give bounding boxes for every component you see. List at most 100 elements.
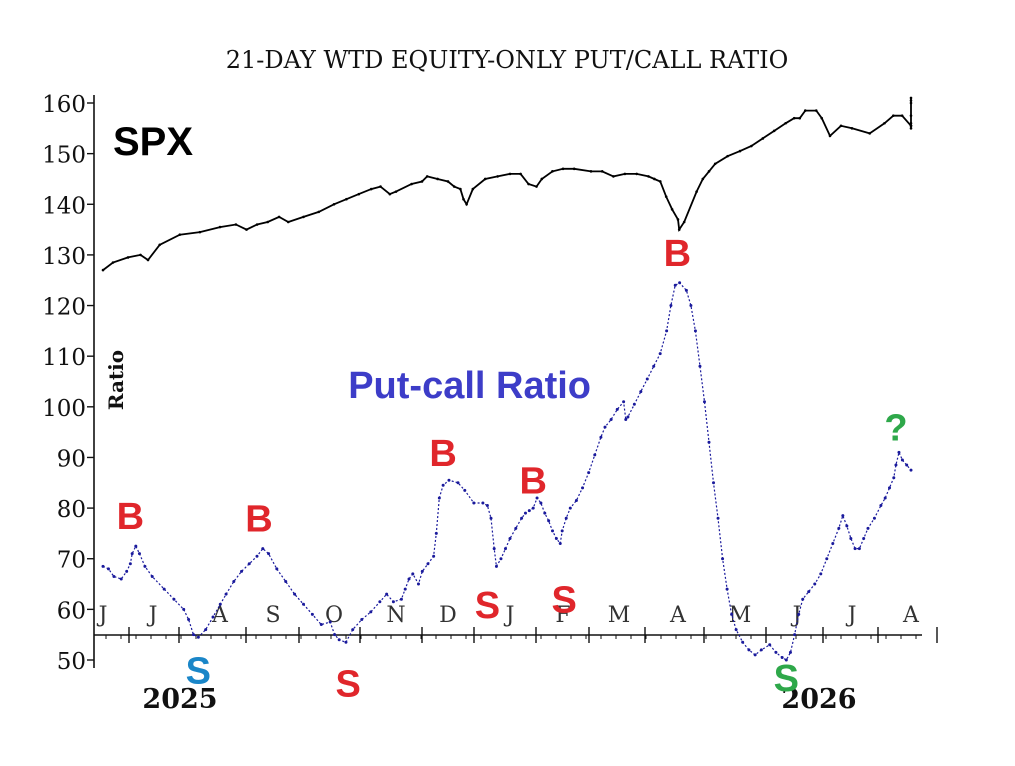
put-call-ratio-point <box>211 615 215 619</box>
put-call-ratio-point <box>481 501 485 505</box>
spx-point <box>653 177 656 181</box>
put-call-ratio-point <box>909 468 913 472</box>
put-call-ratio-point <box>378 600 382 604</box>
put-call-ratio-point <box>503 547 507 551</box>
spx-point <box>540 177 544 181</box>
y-tick-label: 110 <box>42 345 86 371</box>
put-call-ratio-point <box>797 612 801 616</box>
spx-point <box>761 137 765 140</box>
put-call-ratio-point <box>721 557 725 561</box>
put-call-ratio-point <box>879 504 883 508</box>
spx-point <box>452 185 456 188</box>
put-call-ratio-point <box>447 478 451 482</box>
spx-point <box>909 114 913 117</box>
spx-line <box>102 97 912 271</box>
spx-point <box>519 172 522 176</box>
put-call-ratio-series <box>101 281 913 662</box>
put-call-ratio-point <box>508 536 512 540</box>
put-call-ratio-point <box>463 488 467 492</box>
put-call-ratio-point <box>780 655 784 659</box>
put-call-ratio-point <box>267 552 271 556</box>
spx-point <box>900 114 904 117</box>
put-call-ratio-point <box>437 496 441 500</box>
spx-point <box>277 215 281 219</box>
spx-point <box>623 172 627 176</box>
year-label: 2026 <box>781 684 856 715</box>
spx-point <box>892 114 895 117</box>
spx-point <box>820 116 824 120</box>
y-tick-label: 130 <box>42 244 86 270</box>
put-call-ratio-point <box>284 580 288 584</box>
put-call-ratio-point <box>125 569 129 573</box>
spx-point <box>332 202 336 206</box>
put-call-ratio-point <box>485 504 489 508</box>
put-call-ratio-point <box>603 425 607 429</box>
put-call-ratio-point <box>106 567 110 571</box>
spx-point <box>670 208 674 211</box>
spx-point <box>218 225 222 229</box>
spx-point <box>234 223 238 226</box>
signal-marker: B <box>245 499 272 541</box>
put-call-ratio-point <box>499 557 503 561</box>
x-tick-label: J <box>504 603 515 628</box>
spx-point <box>726 154 729 158</box>
spx-point <box>420 180 424 183</box>
spx-point <box>909 121 913 125</box>
put-call-ratio-point <box>128 562 132 566</box>
spx-point <box>883 121 886 125</box>
y-tick-label: 70 <box>57 548 86 574</box>
spx-point <box>345 197 348 201</box>
put-call-ratio-point <box>134 544 138 548</box>
put-call-ratio-point <box>472 501 476 505</box>
spx-point <box>561 167 565 171</box>
put-call-ratio-point <box>639 390 643 394</box>
spx-point <box>379 185 382 188</box>
put-call-ratio-point <box>420 569 424 573</box>
x-tick-label: J <box>846 603 857 628</box>
put-call-ratio-point <box>768 643 772 647</box>
put-call-ratio-point <box>137 552 141 556</box>
spx-point <box>677 228 681 231</box>
put-call-ratio-point <box>658 352 662 356</box>
y-tick-label: 100 <box>42 396 86 422</box>
spx-point <box>738 149 742 153</box>
put-call-ratio-point <box>172 597 176 601</box>
spx-point <box>496 175 499 178</box>
spx-point <box>101 268 105 272</box>
spx-point <box>682 220 686 224</box>
put-call-ratio-point <box>725 587 729 591</box>
put-call-ratio-point <box>609 417 613 421</box>
signal-marker: B <box>117 496 144 538</box>
put-call-ratio-point <box>337 638 341 642</box>
spx-point <box>850 127 854 130</box>
put-call-ratio-point <box>434 531 438 535</box>
put-call-ratio-point <box>344 640 348 644</box>
put-call-ratio-point <box>801 597 805 601</box>
spx-point <box>772 129 776 133</box>
put-call-ratio-point <box>774 650 778 654</box>
spx-point <box>266 220 270 224</box>
x-tick-label: J <box>791 603 802 628</box>
put-call-ratio-point <box>669 304 673 308</box>
put-call-ratio-point <box>328 620 332 624</box>
put-call-ratio-point <box>182 607 186 611</box>
spx-point <box>659 180 662 183</box>
put-call-ratio-point <box>535 496 539 500</box>
put-call-ratio-point <box>247 562 251 566</box>
put-call-ratio-point <box>560 529 564 533</box>
put-call-ratio-point <box>900 458 904 462</box>
spx-point <box>803 109 807 112</box>
spx-point <box>255 223 259 226</box>
put-call-ratio-point <box>385 592 389 596</box>
spx-point <box>909 99 913 102</box>
spx-point <box>814 109 818 112</box>
put-call-ratio-point <box>204 628 208 632</box>
put-call-ratio-point <box>747 648 751 652</box>
put-call-ratio-point <box>894 463 898 467</box>
spx-point <box>471 187 475 191</box>
put-call-ratio-point <box>831 542 835 546</box>
spx-point <box>664 195 668 198</box>
spx-point <box>462 197 465 201</box>
put-call-ratio-point <box>599 435 603 439</box>
spx-point <box>676 218 680 221</box>
